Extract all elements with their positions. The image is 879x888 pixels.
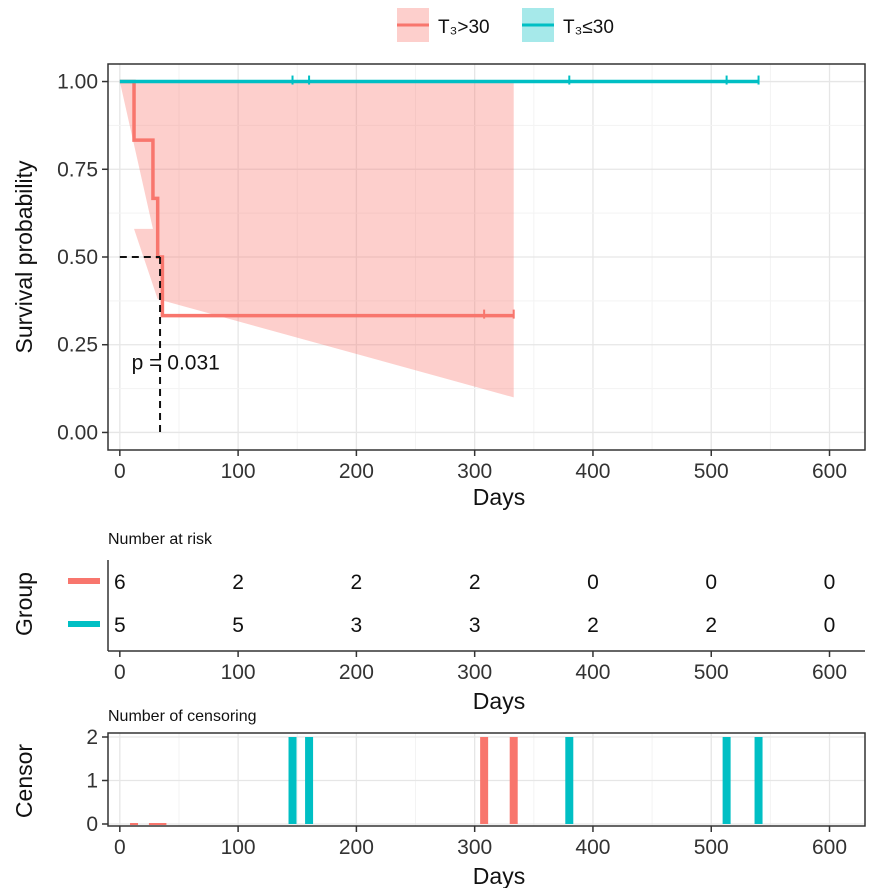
risk-value-row-1: 0 [824,614,836,637]
confidence-band-series-0 [119,81,514,398]
risk-value-row-0: 2 [469,571,481,594]
risk-value-row-1: 2 [587,614,599,637]
survival-curves [119,79,759,318]
risk-table-x-tick-label: 400 [575,661,610,684]
censoring-x-tick-label: 0 [114,836,126,859]
risk-table-values: 6 2 2 2 0 0 0 5 5 3 3 2 2 0 [114,571,835,637]
risk-value-row-0: 0 [705,571,717,594]
censoring-y-tick-label: 1 [86,770,98,793]
survival-curve-series-0 [119,79,514,318]
risk-table-x-tick-label: 500 [694,661,729,684]
censoring-bar [509,737,518,824]
survival-x-tick-label: 400 [575,460,610,483]
risk-value-row-0: 2 [351,571,363,594]
risk-table-x-axis-title: Days [473,688,525,714]
censoring-bars [130,737,763,825]
survival-panel: 0.00 0.25 0.50 0.75 1.00 0 100 200 300 400 500 600… [11,63,866,510]
risk-value-row-1: 3 [469,614,481,637]
risk-table-x-tick-label: 0 [114,661,126,684]
survival-y-axis-title: Survival probability [11,160,37,354]
survival-x-axis-title: Days [473,484,525,510]
survival-x-ticks: 0 100 200 300 400 500 600 [114,450,847,483]
survival-y-tick-label: 0.50 [57,246,98,269]
risk-table-group-markers [68,578,100,627]
risk-value-row-0: 2 [232,571,244,594]
censoring-y-tick-label: 0 [86,813,98,836]
censoring-x-tick-label: 500 [694,836,729,859]
survival-x-tick-label: 300 [457,460,492,483]
risk-value-row-1: 5 [114,614,126,637]
censoring-x-tick-label: 600 [812,836,847,859]
survival-x-tick-label: 100 [221,460,256,483]
censoring-x-tick-label: 200 [339,836,374,859]
legend-item-low: T₃≤30 [522,8,614,42]
survival-y-ticks: 0.00 0.25 0.50 0.75 1.00 [57,71,108,444]
risk-value-row-0: 6 [114,571,126,594]
censoring-bar [288,737,297,824]
survival-y-tick-label: 0.00 [57,421,98,444]
survival-y-tick-label: 1.00 [57,71,98,94]
censoring-x-tick-label: 300 [457,836,492,859]
survival-confidence-bands [119,81,514,398]
survival-x-tick-label: 600 [812,460,847,483]
risk-table-x-ticks: 0 100 200 300 400 500 600 [114,651,847,684]
risk-value-row-0: 0 [824,571,836,594]
censoring-bar [480,737,489,824]
censoring-bar [754,737,763,824]
legend-item-high: T₃>30 [397,8,490,42]
survival-x-tick-label: 500 [694,460,729,483]
median-survival-lines [119,256,162,433]
censoring-x-tick-label: 100 [221,836,256,859]
legend-label-low: T₃≤30 [563,17,614,38]
risk-table-panel: Number at risk 6 2 2 2 0 0 05 5 3 3 2 2 0 0 100 200 300… [11,531,865,714]
survival-grid [108,64,865,450]
risk-table-x-tick-label: 200 [339,661,374,684]
censoring-bar [305,737,314,824]
censoring-y-tick-label: 2 [86,726,98,749]
p-value-annotation: p = 0.031 [132,351,220,374]
risk-table-x-tick-label: 100 [221,661,256,684]
survival-x-tick-label: 0 [114,460,126,483]
censoring-panel-border [107,732,866,827]
survival-y-tick-label: 0.75 [57,158,98,181]
censoring-title: Number of censoring [108,708,257,725]
risk-value-row-0: 0 [587,571,599,594]
survival-x-tick-label: 200 [339,460,374,483]
censoring-bar [565,737,574,824]
risk-value-row-1: 2 [705,614,717,637]
risk-table-x-tick-label: 600 [812,661,847,684]
censoring-x-axis-title: Days [473,863,525,888]
censoring-x-ticks: 0 100 200 300 400 500 600 [114,826,847,859]
legend-label-high: T₃>30 [438,17,490,38]
risk-table-y-axis-title: Group [11,572,37,636]
risk-value-row-1: 3 [351,614,363,637]
legend: T₃>30 T₃≤30 [397,8,614,42]
survival-y-tick-label: 0.25 [57,334,98,357]
survival-censor-marks [291,75,760,319]
censoring-y-axis-title: Censor [11,744,37,818]
censoring-x-tick-label: 400 [575,836,610,859]
censoring-bar [722,737,731,824]
risk-table-x-tick-label: 300 [457,661,492,684]
censoring-panel: Number of censoring 0 1 2 0 100 200 300 400 500… [11,708,866,888]
censoring-y-ticks: 0 1 2 [86,726,108,836]
risk-table-title: Number at risk [108,531,213,548]
risk-value-row-1: 5 [232,614,244,637]
